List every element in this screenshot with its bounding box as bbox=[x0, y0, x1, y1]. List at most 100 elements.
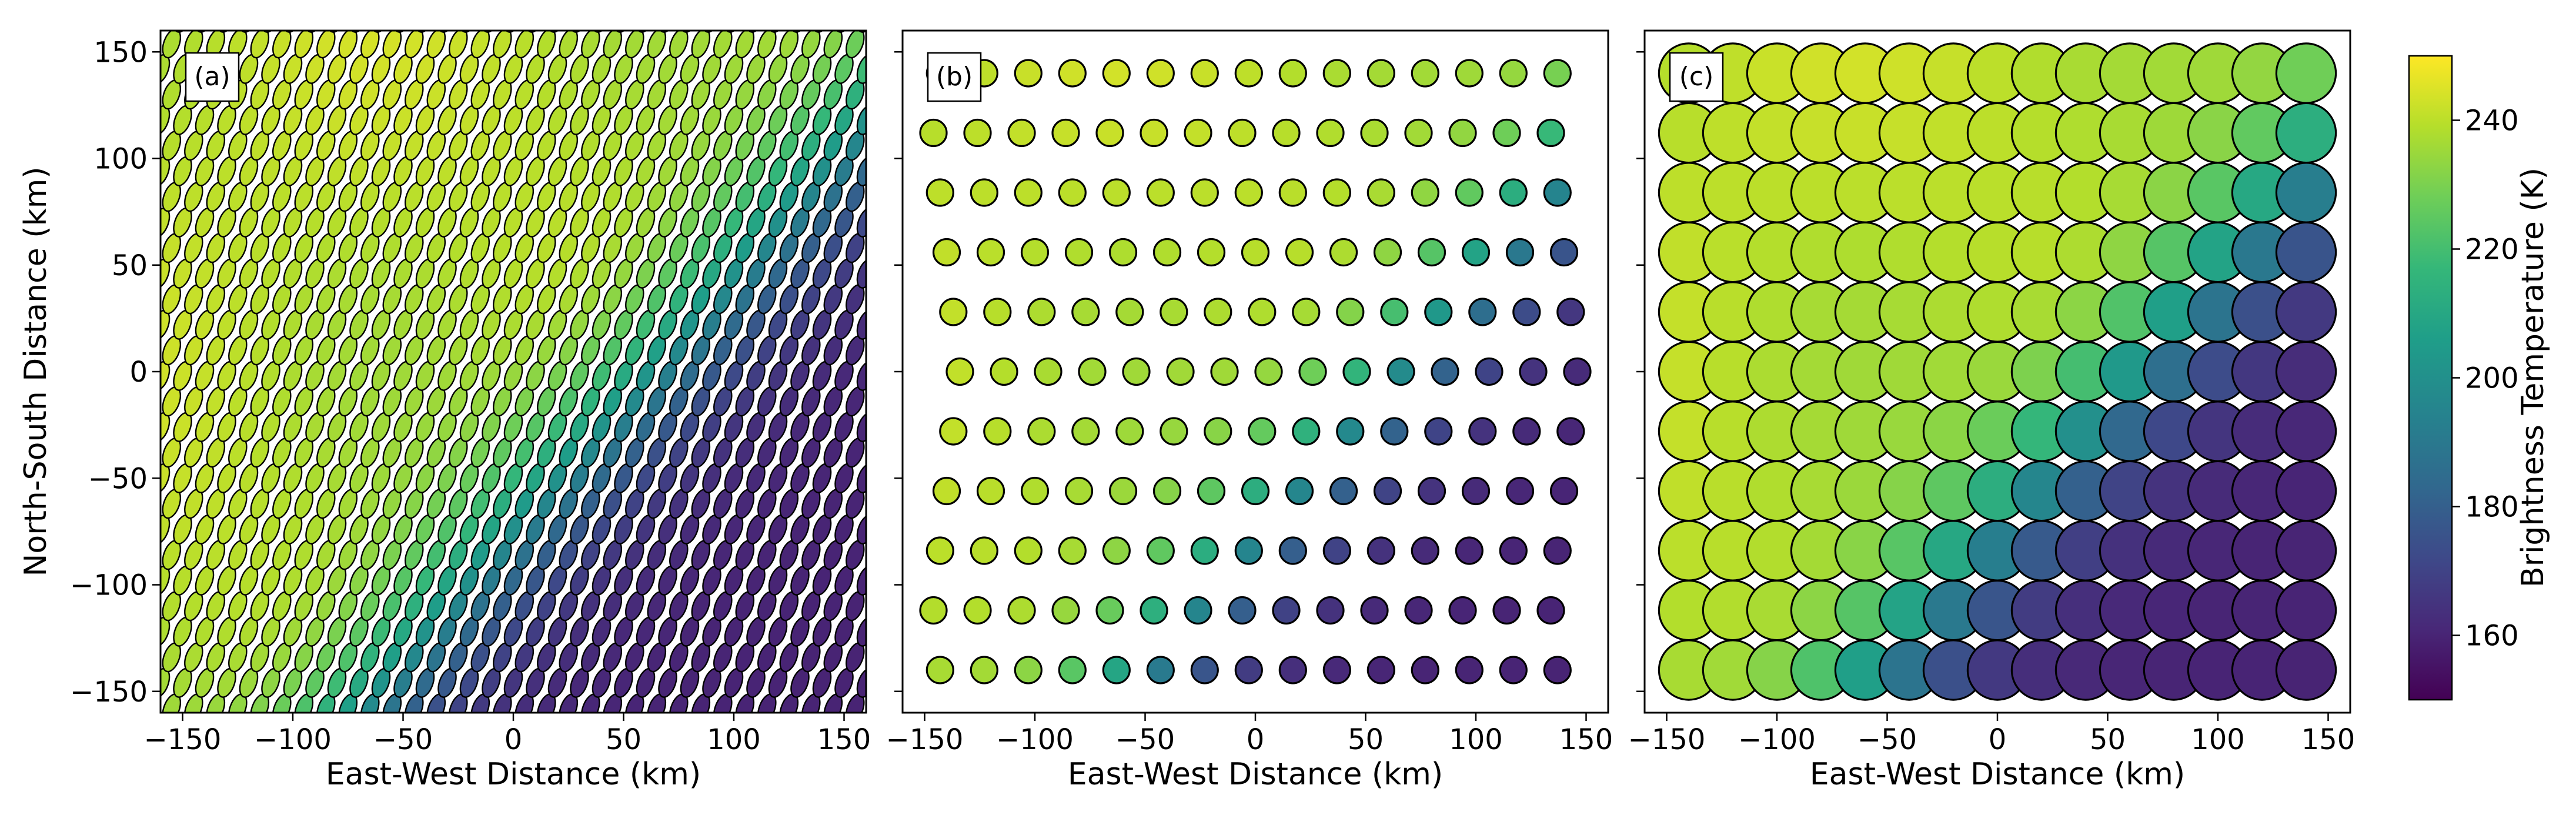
panel-c-xlabel: East-West Distance (km) bbox=[1810, 757, 2185, 792]
colorbar: 160 180 200 220 240 Brightness Temperature (… bbox=[2408, 55, 2551, 701]
panel-a-ytick-label: −150 bbox=[70, 676, 148, 709]
panel-b-marker bbox=[1115, 417, 1144, 446]
panel-a-xtick-label: 150 bbox=[817, 723, 871, 756]
panel-c-xtick-label: 150 bbox=[2301, 723, 2356, 756]
colorbar-tick-label: 160 bbox=[2465, 620, 2519, 653]
panel-a-marker bbox=[647, 31, 667, 59]
panel-b-marker bbox=[1204, 298, 1232, 326]
panel-b-marker bbox=[1342, 357, 1371, 386]
panel-b-marker bbox=[1058, 178, 1087, 207]
panel-b-xtick-label: −50 bbox=[1115, 723, 1175, 756]
panel-b-marker bbox=[1336, 417, 1365, 446]
panel-b-marker bbox=[1140, 118, 1168, 148]
panel-a-marker bbox=[581, 31, 600, 59]
panel-b-xlabel: East-West Distance (km) bbox=[1068, 757, 1443, 792]
panel-a-marker bbox=[503, 31, 523, 33]
panel-b-marker bbox=[1234, 656, 1263, 684]
panel-a-marker bbox=[876, 206, 901, 239]
panel-b-marker bbox=[1380, 298, 1409, 326]
panel-a-marker bbox=[746, 31, 766, 33]
panel-b-marker bbox=[1166, 357, 1195, 386]
panel-b-marker bbox=[1366, 656, 1395, 684]
panel-b-marker bbox=[1411, 59, 1439, 88]
panel-b-marker bbox=[1455, 59, 1484, 88]
panel-b-marker bbox=[1448, 118, 1477, 148]
panel-a-xtick-label: 50 bbox=[606, 723, 642, 756]
panel-a-marker bbox=[713, 31, 733, 59]
panel-b-marker bbox=[1461, 476, 1491, 506]
panel-a-marker bbox=[702, 31, 721, 33]
panel-b-marker bbox=[1417, 238, 1446, 267]
panel-b-marker bbox=[1556, 298, 1585, 326]
panel-b-marker bbox=[1411, 178, 1439, 207]
panel-b-marker bbox=[1461, 238, 1491, 267]
panel-b-marker bbox=[926, 656, 954, 684]
panel-a-xlabel: East-West Distance (km) bbox=[326, 757, 701, 792]
panel-b-marker bbox=[1254, 357, 1283, 386]
panel-b-marker bbox=[1519, 357, 1548, 386]
panel-a-marker bbox=[449, 31, 468, 59]
panel-b-marker bbox=[1051, 596, 1080, 625]
panel-b-marker bbox=[1316, 118, 1345, 148]
panel-a-marker bbox=[261, 31, 280, 33]
panel-b-marker bbox=[932, 476, 961, 506]
panel-b-label-box: (b) bbox=[927, 52, 982, 102]
panel-a-marker bbox=[876, 103, 901, 137]
panel-c-marker bbox=[2275, 162, 2337, 223]
panel-b-marker bbox=[1027, 417, 1056, 446]
panel-a-marker bbox=[865, 129, 890, 162]
panel-a-marker bbox=[865, 180, 890, 213]
panel-a-marker bbox=[876, 1, 901, 35]
panel-a-marker bbox=[567, 717, 592, 751]
panel-a-marker bbox=[592, 31, 612, 33]
panel-b-marker bbox=[1543, 178, 1572, 207]
panel-a-marker bbox=[856, 360, 866, 391]
panel-b-xtick-label: 150 bbox=[1559, 723, 1613, 756]
panel-b-marker bbox=[1556, 417, 1585, 446]
panel-a-marker bbox=[801, 31, 821, 59]
panel-a-marker bbox=[658, 31, 677, 33]
panel-a-marker bbox=[865, 640, 890, 674]
panel-b-marker bbox=[1499, 536, 1528, 565]
panel-b-marker bbox=[963, 596, 992, 625]
panel-a-marker bbox=[876, 513, 901, 546]
panel-c-marker bbox=[2275, 42, 2337, 104]
panel-b-marker bbox=[1292, 417, 1321, 446]
panel-a-marker bbox=[768, 31, 788, 33]
panel-b-marker bbox=[1499, 656, 1528, 684]
panel-a-ytick-label: 0 bbox=[129, 356, 148, 389]
panel-b-marker bbox=[1108, 476, 1138, 506]
panel-b-marker bbox=[1292, 298, 1321, 326]
colorbar-tick-label: 180 bbox=[2465, 491, 2519, 524]
panel-a-marker bbox=[876, 155, 901, 188]
panel-b-marker bbox=[1020, 238, 1050, 267]
panel-a-marker bbox=[283, 31, 303, 33]
panel-a-marker bbox=[547, 31, 567, 33]
panel-a-marker bbox=[360, 31, 380, 59]
panel-b-xtick-label: 0 bbox=[1247, 723, 1265, 756]
panel-c-marker bbox=[2275, 102, 2337, 164]
panel-a-marker bbox=[457, 717, 482, 751]
panel-a-marker bbox=[865, 538, 890, 572]
panel-b-marker bbox=[1102, 536, 1131, 565]
panel-b-marker bbox=[1563, 357, 1592, 386]
panel-a-marker bbox=[865, 589, 890, 623]
panel-b-marker bbox=[1455, 656, 1484, 684]
panel-b-marker bbox=[1543, 536, 1572, 565]
panel-b-marker bbox=[1417, 476, 1446, 506]
panel-a-marker bbox=[876, 666, 901, 700]
panel-b-marker bbox=[1204, 417, 1232, 446]
panel-a-marker bbox=[126, 615, 151, 649]
panel-b-marker bbox=[1411, 656, 1439, 684]
panel-a-marker bbox=[545, 717, 570, 751]
panel-a-markers bbox=[126, 1, 901, 751]
panel-a-marker bbox=[217, 31, 236, 33]
panel-b-marker bbox=[976, 238, 1005, 267]
panel-b-marker bbox=[1248, 417, 1277, 446]
panel-b-marker bbox=[1322, 656, 1351, 684]
panel-a-marker bbox=[856, 565, 866, 596]
panel-a-label-box: (a) bbox=[185, 52, 240, 102]
panel-b-marker bbox=[1014, 536, 1043, 565]
panel-b-marker bbox=[1146, 656, 1175, 684]
panel-c-marker bbox=[2275, 520, 2337, 582]
